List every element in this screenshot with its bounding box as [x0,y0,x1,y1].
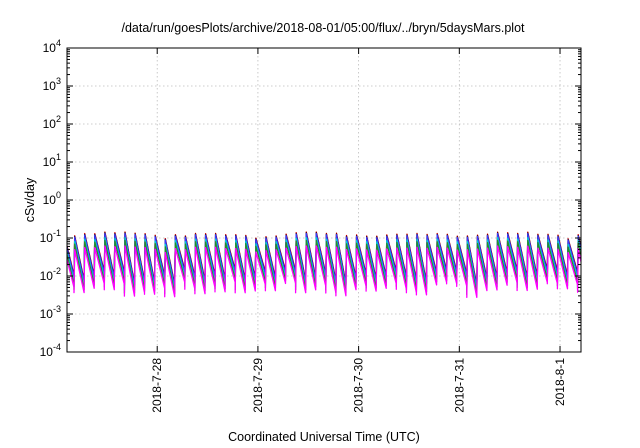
y-tick-label: 10-4 [40,342,61,359]
y-tick-label: 101 [43,152,61,169]
y-tick-label: 10-1 [40,228,61,245]
plot-area [67,231,581,299]
series-group [67,231,581,299]
x-tick-label: 2018-7-31 [452,358,466,413]
y-tick-label: 103 [43,76,61,93]
chart-title: /data/run/goesPlots/archive/2018-08-01/0… [121,21,525,35]
series-line [67,245,581,299]
x-tick-label: 2018-7-29 [251,358,265,413]
y-tick-label: 10-2 [40,266,61,283]
y-tick-label: 10-3 [40,304,61,321]
x-tick-label: 2018-8-1 [553,358,567,406]
y-tick-label: 104 [43,38,61,55]
x-axis: 2018-7-28 2018-7-29 2018-7-30 2018-7-31 2018… [150,48,567,413]
y-tick-label: 100 [43,190,61,207]
x-tick-label: 2018-7-30 [352,358,366,413]
x-tick-label: 2018-7-28 [150,358,164,413]
y-tick-label: 102 [43,114,61,131]
x-axis-label: Coordinated Universal Time (UTC) [228,430,420,444]
grid [67,48,581,352]
y-axis: 10-4 10-3 10-2 10-1 100 101 102 103 104 [40,38,581,359]
y-axis-label: cSv/day [23,177,37,222]
